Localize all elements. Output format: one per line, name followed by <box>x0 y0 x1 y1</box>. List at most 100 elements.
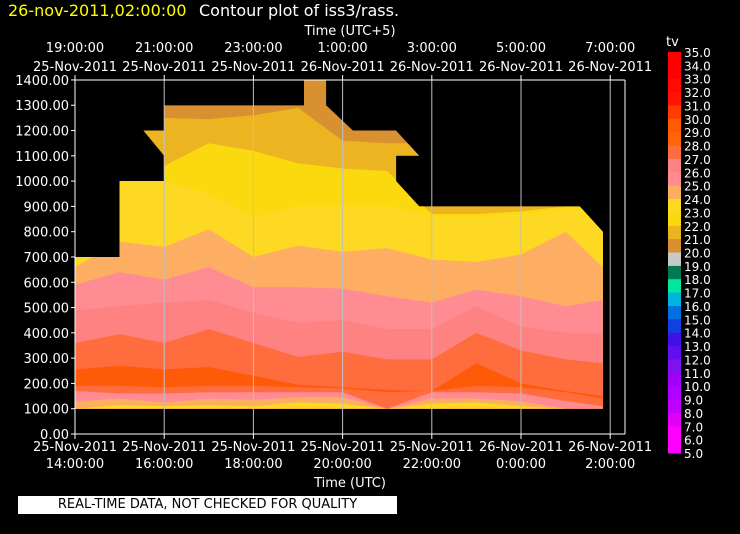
colorbar-label: 7.0 <box>684 420 703 434</box>
x-tick-time: 14:00:00 <box>46 457 104 472</box>
colorbar-swatch <box>668 265 681 280</box>
colorbar-label: 34.0 <box>684 59 711 73</box>
colorbar-label: 15.0 <box>684 313 711 327</box>
colorbar-label: 16.0 <box>684 300 711 314</box>
x-top-tick-date: 26-Nov-2011 <box>568 60 652 75</box>
x-tick-time: 20:00:00 <box>313 457 371 472</box>
y-tick-label: 900.00 <box>24 200 70 215</box>
colorbar-title: tv <box>666 35 679 50</box>
colorbar-label: 21.0 <box>684 233 711 247</box>
x-tick-date: 26-Nov-2011 <box>568 440 652 455</box>
x-top-tick-time: 5:00:00 <box>496 41 546 56</box>
colorbar: 35.034.033.032.031.030.029.028.027.026.0… <box>668 46 711 461</box>
x-top-tick-time: 19:00:00 <box>46 41 104 56</box>
y-tick-label: 1200.00 <box>15 125 69 140</box>
colorbar-swatch <box>668 172 681 187</box>
plot-title: Contour plot of iss3/rass. <box>199 1 399 20</box>
x-top-tick-date: 26-Nov-2011 <box>390 60 474 75</box>
x-top-tick-date: 25-Nov-2011 <box>122 60 206 75</box>
y-tick-label: 1400.00 <box>15 74 69 89</box>
y-tick-label: 400.00 <box>24 327 70 342</box>
colorbar-label: 13.0 <box>684 340 711 354</box>
colorbar-swatch <box>668 185 681 200</box>
x-top-tick-time: 21:00:00 <box>135 41 193 56</box>
colorbar-swatch <box>668 359 681 374</box>
colorbar-swatch <box>668 158 681 173</box>
colorbar-swatch <box>668 306 681 320</box>
contour-fills <box>75 79 603 409</box>
colorbar-label: 24.0 <box>684 193 711 207</box>
colorbar-swatch <box>668 426 681 441</box>
colorbar-label: 9.0 <box>684 394 703 408</box>
x-top-tick-date: 26-Nov-2011 <box>301 60 385 75</box>
colorbar-swatch <box>668 292 681 307</box>
x-top-tick-date: 26-Nov-2011 <box>479 60 563 75</box>
colorbar-label: 10.0 <box>684 380 711 394</box>
colorbar-label: 19.0 <box>684 260 711 274</box>
colorbar-swatch <box>668 132 681 147</box>
x-tick-date: 25-Nov-2011 <box>33 440 117 455</box>
x-tick-time: 2:00:00 <box>585 457 635 472</box>
colorbar-label: 8.0 <box>684 407 703 421</box>
colorbar-swatch <box>668 199 681 213</box>
y-tick-label: 300.00 <box>24 352 70 367</box>
y-tick-label: 0.00 <box>40 428 69 443</box>
colorbar-swatch <box>668 372 681 387</box>
colorbar-swatch <box>668 212 681 227</box>
colorbar-label: 35.0 <box>684 46 711 60</box>
colorbar-swatch <box>668 225 681 240</box>
x-top-tick-time: 7:00:00 <box>585 41 635 56</box>
colorbar-label: 14.0 <box>684 327 711 341</box>
colorbar-label: 6.0 <box>684 434 703 448</box>
x-tick-time: 22:00:00 <box>403 457 461 472</box>
colorbar-swatch <box>668 52 681 66</box>
x-tick-time: 0:00:00 <box>496 457 546 472</box>
colorbar-label: 29.0 <box>684 126 711 140</box>
plot-datetime: 26-nov-2011,02:00:00 <box>8 1 187 20</box>
x-top-tick-date: 25-Nov-2011 <box>33 60 117 75</box>
colorbar-label: 12.0 <box>684 353 711 367</box>
colorbar-swatch <box>668 65 681 80</box>
colorbar-swatch <box>668 346 681 360</box>
axes: 25-Nov-2011 14:00:00 19:00:00 25-Nov-2011 25… <box>15 41 652 472</box>
colorbar-swatch <box>668 118 681 133</box>
colorbar-swatch <box>668 319 681 334</box>
colorbar-swatch <box>668 439 681 454</box>
plot-area <box>75 79 603 409</box>
contour-band-23-24 <box>75 402 603 409</box>
x-tick-date: 25-Nov-2011 <box>211 440 295 455</box>
colorbar-swatch <box>668 332 681 347</box>
y-tick-label: 200.00 <box>24 377 70 392</box>
colorbar-swatch <box>668 279 681 294</box>
bottom-axis-label: Time (UTC) <box>313 476 386 491</box>
top-axis-label: Time (UTC+5) <box>303 24 395 39</box>
colorbar-label: 30.0 <box>684 113 711 127</box>
x-tick-time: 16:00:00 <box>135 457 193 472</box>
x-tick-date: 26-Nov-2011 <box>479 440 563 455</box>
colorbar-label: 28.0 <box>684 140 711 154</box>
colorbar-label: 26.0 <box>684 166 711 180</box>
colorbar-swatch <box>668 105 681 120</box>
colorbar-label: 27.0 <box>684 153 711 167</box>
colorbar-label: 23.0 <box>684 206 711 220</box>
colorbar-swatch <box>668 92 681 106</box>
x-tick-date: 25-Nov-2011 <box>390 440 474 455</box>
colorbar-label: 11.0 <box>684 367 711 381</box>
colorbar-swatch <box>668 145 681 160</box>
x-top-tick-date: 25-Nov-2011 <box>211 60 295 75</box>
colorbar-swatch <box>668 239 681 253</box>
colorbar-label: 17.0 <box>684 287 711 301</box>
colorbar-label: 18.0 <box>684 273 711 287</box>
colorbar-label: 33.0 <box>684 73 711 87</box>
x-tick-date: 25-Nov-2011 <box>301 440 385 455</box>
x-tick-time: 18:00:00 <box>224 457 282 472</box>
x-tick-date: 25-Nov-2011 <box>122 440 206 455</box>
colorbar-swatch <box>668 78 681 93</box>
quality-notice: REAL-TIME DATA, NOT CHECKED FOR QUALITY <box>18 496 397 514</box>
colorbar-label: 22.0 <box>684 220 711 234</box>
y-tick-label: 1300.00 <box>15 99 69 114</box>
colorbar-swatch <box>668 399 681 414</box>
colorbar-label: 25.0 <box>684 180 711 194</box>
y-tick-label: 700.00 <box>24 251 70 266</box>
